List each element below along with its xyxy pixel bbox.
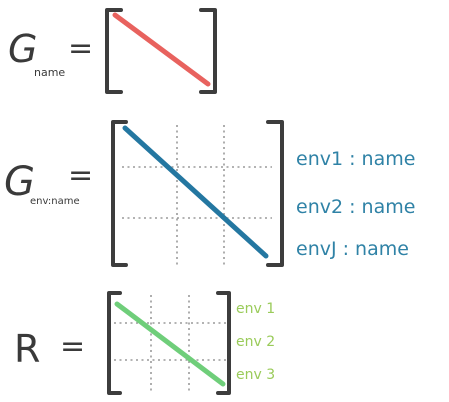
matrix-grid (122, 125, 272, 265)
lhs-symbol: G (8, 27, 37, 71)
lhs-symbol: G (4, 159, 35, 205)
equals-sign: = (68, 31, 93, 66)
equals-sign: = (60, 329, 85, 364)
row-label-envj: envJ : name (296, 238, 409, 260)
left-bracket (105, 8, 123, 94)
left-bracket (107, 291, 122, 395)
left-bracket (111, 120, 128, 267)
diagonal-line (122, 125, 269, 259)
diagonal-line (112, 12, 211, 87)
right-bracket (266, 120, 284, 267)
right-bracket (199, 8, 217, 94)
row-label-env2: env2 : name (296, 196, 415, 218)
diagonal-line (114, 301, 226, 387)
matrix-grid (114, 295, 226, 393)
row-label-env1: env 1 (236, 301, 275, 317)
right-bracket (216, 291, 231, 395)
row-label-env2: env 2 (236, 334, 275, 350)
equation-g-name: G name = (8, 8, 217, 94)
equation-g-env-name: G env:name = env1 : name env2 : name env… (4, 120, 415, 267)
lhs-subscript: name (34, 66, 65, 79)
row-label-env3: env 3 (236, 367, 275, 383)
equation-r: R = env 1 env 2 env 3 (14, 291, 275, 395)
lhs-symbol: R (14, 327, 40, 371)
lhs-subscript: env:name (30, 196, 80, 207)
equals-sign: = (68, 158, 93, 193)
row-label-env1: env1 : name (296, 148, 415, 170)
